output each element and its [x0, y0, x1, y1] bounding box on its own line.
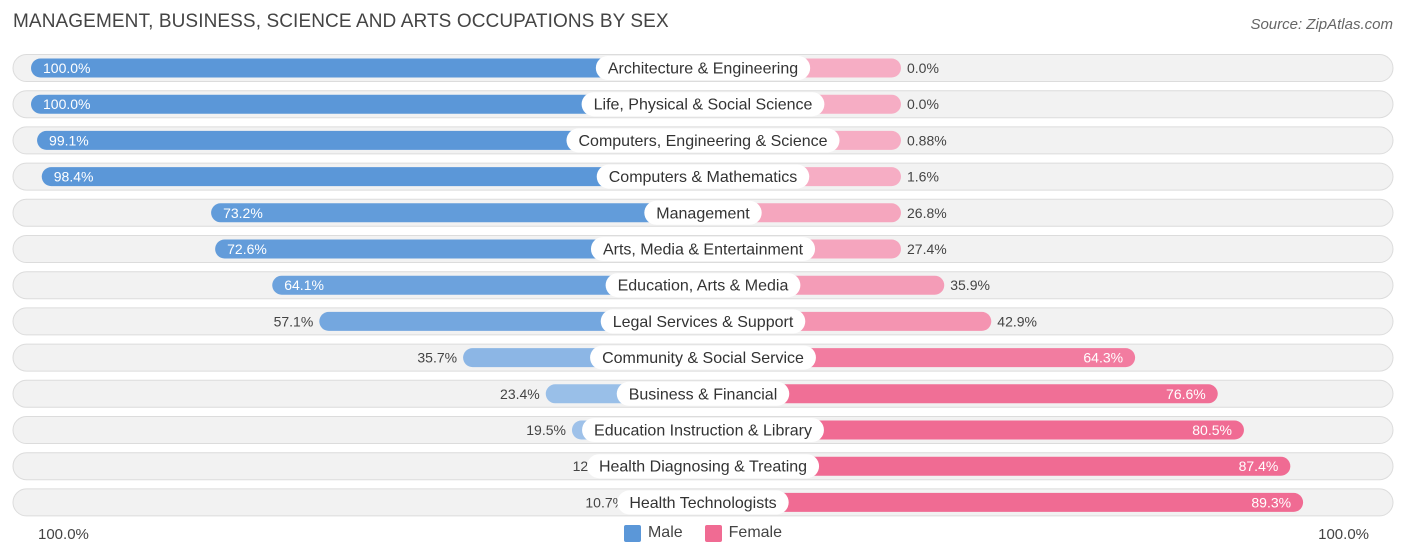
category-label: Computers, Engineering & Science: [578, 133, 827, 150]
category-label: Health Technologists: [629, 495, 776, 512]
male-value-label: 35.7%: [417, 350, 457, 366]
chart-source: Source: ZipAtlas.com: [1250, 16, 1393, 33]
category-label: Education Instruction & Library: [594, 423, 812, 440]
category-label-pill: [596, 164, 810, 189]
category-label-pill: [605, 273, 801, 298]
legend: Male Female: [0, 524, 1406, 542]
male-bar: [31, 58, 703, 78]
diverging-bar-chart: 100.0% 0.0% Architecture & Engineering 100.…: [12, 54, 1394, 517]
female-value-label: 27.4%: [907, 241, 947, 257]
category-label-pill: [590, 237, 816, 261]
female-bar: [703, 384, 1218, 404]
male-value-label: 57.1%: [274, 313, 314, 329]
female-value-label: 35.9%: [950, 277, 990, 293]
category-label: Computers & Mathematics: [609, 169, 798, 186]
category-label-pill: [590, 345, 816, 370]
chart-title: MANAGEMENT, BUSINESS, SCIENCE AND ARTS O…: [13, 11, 669, 32]
male-value-label: 23.4%: [500, 386, 540, 402]
male-bar: [37, 130, 704, 150]
category-label: Business & Financial: [629, 386, 778, 403]
category-label-pill: [566, 128, 840, 153]
female-bar: [703, 420, 1244, 440]
female-value-label: 26.8%: [907, 205, 947, 221]
male-value-label: 64.1%: [284, 277, 324, 293]
category-label-pill: [586, 454, 820, 479]
female-value-label: 89.3%: [1251, 494, 1291, 510]
female-value-label: 42.9%: [997, 313, 1037, 329]
male-bar: [31, 94, 703, 114]
male-value-label: 98.4%: [54, 169, 94, 185]
male-value-label: 99.1%: [49, 132, 89, 148]
legend-label-female: Female: [728, 524, 783, 541]
female-value-label: 76.6%: [1166, 386, 1206, 402]
female-bar: [703, 492, 1304, 512]
category-label-pill: [581, 92, 825, 117]
legend-item-female[interactable]: Female: [704, 524, 783, 542]
category-label: Health Diagnosing & Treating: [599, 459, 807, 476]
axis-left-label: 100.0%: [38, 526, 89, 543]
female-value-label: 87.4%: [1239, 458, 1279, 474]
male-value-label: 72.6%: [227, 241, 267, 257]
female-value-label: 80.5%: [1192, 422, 1232, 438]
category-label-pill: [616, 381, 790, 406]
female-bar: [703, 456, 1291, 476]
male-value-label: 19.5%: [526, 422, 566, 438]
male-bar: [272, 275, 703, 295]
axis-right-label: 100.0%: [1318, 526, 1369, 543]
female-value-label: 0.88%: [907, 132, 947, 148]
female-value-label: 64.3%: [1083, 350, 1123, 366]
category-label: Education, Arts & Media: [618, 278, 789, 295]
category-label: Management: [656, 205, 750, 222]
legend-swatch-male: [623, 524, 641, 542]
category-label-pill: [644, 200, 762, 225]
category-label: Architecture & Engineering: [608, 61, 798, 78]
male-value-label: 73.2%: [223, 205, 263, 221]
category-label-pill: [617, 490, 789, 515]
legend-item-male[interactable]: Male: [623, 524, 683, 542]
male-value-label: 100.0%: [43, 96, 90, 112]
male-value-label: 100.0%: [43, 60, 90, 76]
male-bar: [215, 239, 704, 259]
category-label-pill: [582, 418, 824, 442]
category-label-pill: [595, 56, 811, 80]
category-label: Community & Social Service: [602, 350, 804, 367]
female-value-label: 1.6%: [907, 169, 939, 185]
category-label: Legal Services & Support: [613, 314, 794, 331]
category-label: Arts, Media & Entertainment: [603, 242, 804, 259]
female-value-label: 0.0%: [907, 96, 939, 112]
category-label-pill: [600, 309, 806, 334]
legend-swatch-female: [704, 524, 722, 542]
female-value-label: 0.0%: [907, 60, 939, 76]
male-value-label: 10.7%: [585, 494, 625, 510]
male-bar: [211, 203, 703, 223]
category-label: Life, Physical & Social Science: [594, 97, 813, 114]
legend-label-male: Male: [647, 524, 683, 541]
male-bar: [41, 167, 703, 187]
